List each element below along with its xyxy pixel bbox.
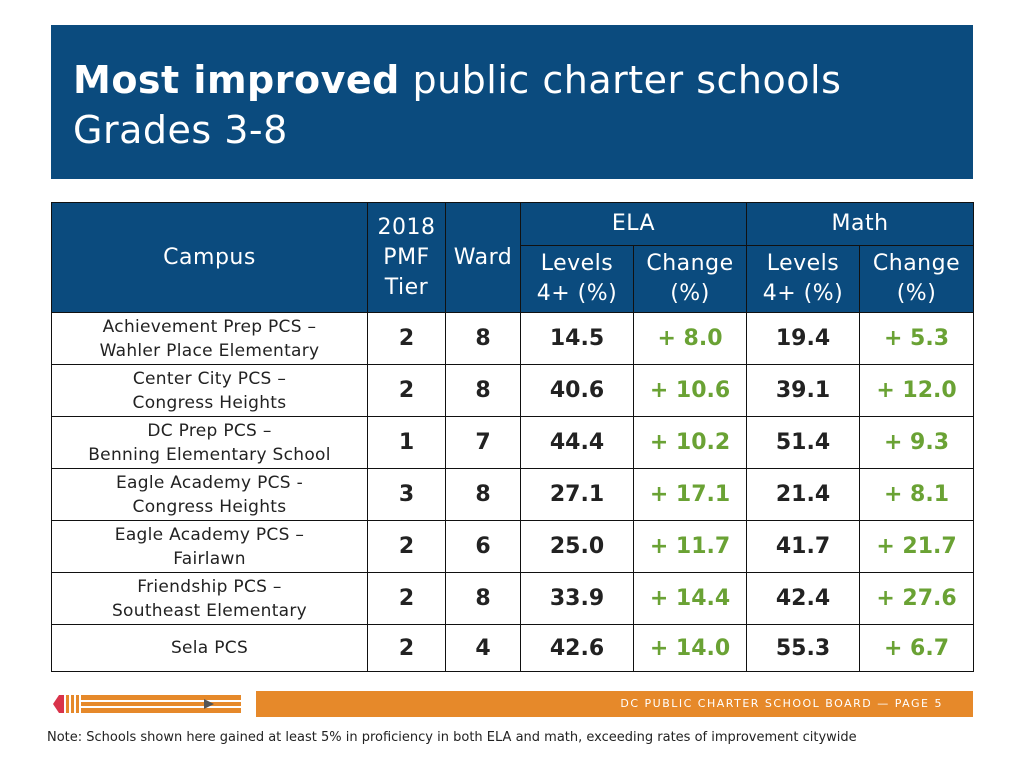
title-rest: public charter schools: [412, 58, 842, 102]
page-subtitle: Grades 3-8: [73, 108, 288, 152]
ela-levels-cell: 25.0: [520, 520, 634, 573]
math-levels-cell: 39.1: [746, 364, 860, 417]
footer-page-label: DC PUBLIC CHARTER SCHOOL BOARD — PAGE 5: [256, 691, 973, 717]
header-ela: ELA: [520, 202, 747, 246]
table-row: DC Prep PCS – Benning Elementary School 1…: [51, 416, 975, 469]
math-levels-cell: 21.4: [746, 468, 860, 521]
tier-cell: 3: [367, 468, 446, 521]
tier-cell: 2: [367, 312, 446, 365]
page-title: Most improved public charter schools: [73, 55, 973, 105]
tier-cell: 2: [367, 624, 446, 672]
ward-cell: 8: [445, 312, 521, 365]
header-ela-change: Change (%): [633, 245, 747, 313]
pencil-logo-icon: [53, 695, 241, 713]
ward-cell: 8: [445, 364, 521, 417]
play-arrow-icon: [204, 699, 214, 709]
ward-cell: 8: [445, 572, 521, 625]
ela-change-cell: + 10.2: [633, 416, 747, 469]
math-change-cell: + 8.1: [858, 468, 975, 521]
table-row: Achievement Prep PCS – Wahler Place Eleme…: [51, 312, 975, 365]
ela-change-cell: + 14.0: [633, 624, 747, 672]
math-levels-cell: 42.4: [746, 572, 860, 625]
campus-cell: Eagle Academy PCS - Congress Heights: [51, 468, 368, 521]
ela-levels-cell: 44.4: [520, 416, 634, 469]
math-levels-cell: 51.4: [746, 416, 860, 469]
header-math-change: Change (%): [858, 245, 975, 313]
ela-change-cell: + 11.7: [633, 520, 747, 573]
ward-cell: 4: [445, 624, 521, 672]
ela-change-cell: + 14.4: [633, 572, 747, 625]
table-row: Friendship PCS – Southeast Elementary 2 8…: [51, 572, 975, 625]
math-levels-cell: 19.4: [746, 312, 860, 365]
table-row: Eagle Academy PCS - Congress Heights 3 8 …: [51, 468, 975, 521]
ela-levels-cell: 40.6: [520, 364, 634, 417]
tier-cell: 2: [367, 520, 446, 573]
header-campus: Campus: [51, 202, 368, 313]
tier-cell: 2: [367, 572, 446, 625]
math-change-cell: + 5.3: [858, 312, 975, 365]
footnote: Note: Schools shown here gained at least…: [47, 730, 857, 745]
ela-change-cell: + 8.0: [633, 312, 747, 365]
tier-cell: 1: [367, 416, 446, 469]
title-bold: Most improved: [73, 58, 400, 102]
table-row: Eagle Academy PCS – Fairlawn 2 6 25.0 + 1…: [51, 520, 975, 573]
ela-change-cell: + 10.6: [633, 364, 747, 417]
header-ela-levels: Levels 4+ (%): [520, 245, 634, 313]
campus-cell: Sela PCS: [51, 624, 368, 672]
math-change-cell: + 21.7: [858, 520, 975, 573]
header-pmf-tier: 2018 PMF Tier: [367, 202, 446, 313]
improvement-table: Campus 2018 PMF Tier Ward ELA Math Level…: [51, 202, 975, 672]
campus-cell: Center City PCS – Congress Heights: [51, 364, 368, 417]
header-math-levels: Levels 4+ (%): [746, 245, 860, 313]
math-levels-cell: 41.7: [746, 520, 860, 573]
tier-cell: 2: [367, 364, 446, 417]
campus-cell: Friendship PCS – Southeast Elementary: [51, 572, 368, 625]
table-row: Center City PCS – Congress Heights 2 8 40…: [51, 364, 975, 417]
footer-decoration: [51, 691, 246, 717]
ela-levels-cell: 42.6: [520, 624, 634, 672]
math-change-cell: + 27.6: [858, 572, 975, 625]
title-banner: Most improved public charter schools Gra…: [51, 25, 973, 179]
table-row: Sela PCS 2 4 42.6 + 14.0 55.3 + 6.7: [51, 624, 975, 672]
ward-cell: 7: [445, 416, 521, 469]
campus-cell: DC Prep PCS – Benning Elementary School: [51, 416, 368, 469]
ela-levels-cell: 33.9: [520, 572, 634, 625]
ela-levels-cell: 14.5: [520, 312, 634, 365]
ward-cell: 6: [445, 520, 521, 573]
math-change-cell: + 12.0: [858, 364, 975, 417]
ela-levels-cell: 27.1: [520, 468, 634, 521]
math-change-cell: + 6.7: [858, 624, 975, 672]
ela-change-cell: + 17.1: [633, 468, 747, 521]
ward-cell: 8: [445, 468, 521, 521]
campus-cell: Achievement Prep PCS – Wahler Place Eleme…: [51, 312, 368, 365]
header-ward: Ward: [445, 202, 521, 313]
math-levels-cell: 55.3: [746, 624, 860, 672]
math-change-cell: + 9.3: [858, 416, 975, 469]
campus-cell: Eagle Academy PCS – Fairlawn: [51, 520, 368, 573]
header-math: Math: [745, 202, 975, 246]
